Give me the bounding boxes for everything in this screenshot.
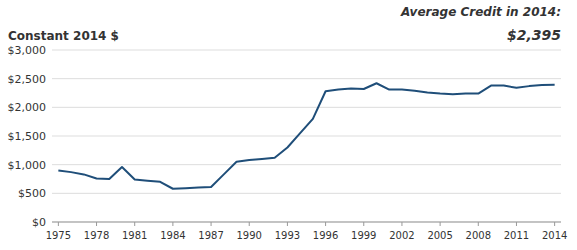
- y-tick-label: $2,500: [8, 73, 47, 86]
- x-tick: [516, 222, 517, 226]
- x-tick-label: 1996: [313, 230, 338, 241]
- chart-container: $0 $500 $1,000 $1,500 $2,000 $2,500 $3,000 1975…: [0, 0, 577, 250]
- y-axis-label: Constant 2014 $: [8, 29, 119, 43]
- x-tick-label: 1978: [84, 230, 109, 241]
- y-tick-label: $1,500: [8, 130, 47, 143]
- plot-area: [58, 83, 554, 189]
- x-tick-label: 1984: [160, 230, 185, 241]
- x-tick: [363, 222, 364, 226]
- x-tick-label: 2014: [542, 230, 567, 241]
- x-tick-label: 2011: [504, 230, 529, 241]
- grid-line: [52, 136, 561, 137]
- annotation: Average Credit in 2014:: [400, 5, 561, 19]
- x-tick: [287, 222, 288, 226]
- grid-line: [52, 222, 561, 223]
- y-tick-label: $0: [32, 216, 46, 229]
- y-tick-label: $2,000: [8, 101, 47, 114]
- x-tick-label: 1999: [351, 230, 376, 241]
- grid-line: [52, 193, 561, 194]
- x-axis: 1975 1978 1981 1984 1987 1990 1993 1996 1999 2002…: [46, 222, 568, 241]
- x-tick: [440, 222, 441, 226]
- x-tick: [401, 222, 402, 226]
- y-tick-label: $500: [18, 187, 46, 200]
- x-tick: [249, 222, 250, 226]
- grid-line: [52, 78, 561, 79]
- x-tick: [58, 222, 59, 226]
- x-tick-label: 1993: [275, 230, 300, 241]
- data-line: [58, 83, 554, 189]
- x-tick-label: 1981: [122, 230, 147, 241]
- x-tick-label: 2008: [466, 230, 491, 241]
- y-tick-label: $1,000: [8, 159, 47, 172]
- x-tick-label: 1987: [198, 230, 223, 241]
- x-tick: [172, 222, 173, 226]
- annotation: $2,395: [507, 27, 561, 43]
- x-tick: [96, 222, 97, 226]
- x-tick: [325, 222, 326, 226]
- chart: $0 $500 $1,000 $1,500 $2,000 $2,500 $3,000 1975…: [0, 0, 577, 250]
- grid-line: [52, 50, 561, 51]
- x-tick-label: 2005: [427, 230, 452, 241]
- y-tick-label: $3,000: [8, 44, 47, 57]
- x-tick: [211, 222, 212, 226]
- x-axis-line: [52, 222, 561, 223]
- x-tick-label: 2002: [389, 230, 414, 241]
- y-axis: $0 $500 $1,000 $1,500 $2,000 $2,500 $3,000: [8, 44, 562, 229]
- x-tick: [554, 222, 555, 226]
- grid-line: [52, 164, 561, 165]
- x-tick: [478, 222, 479, 226]
- x-tick-label: 1975: [46, 230, 71, 241]
- x-tick: [134, 222, 135, 226]
- x-tick-label: 1990: [237, 230, 262, 241]
- grid-line: [52, 107, 561, 108]
